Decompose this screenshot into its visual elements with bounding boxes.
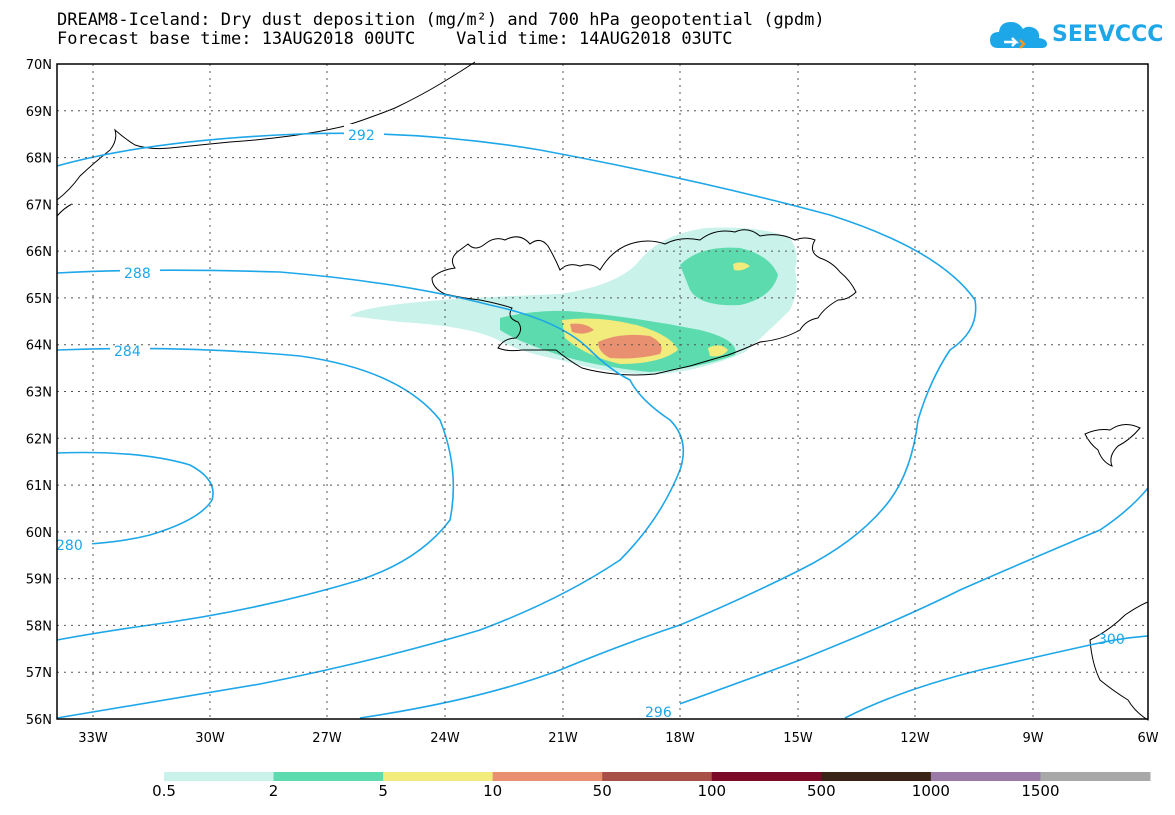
colorbar-swatch [492, 772, 603, 781]
greenland-coastline [56, 61, 476, 217]
contour-300 [844, 635, 1149, 719]
lon-label: 12W [900, 731, 930, 746]
colorbar-label: 5 [378, 782, 388, 800]
latitude-labels: 70N 69N 68N 67N 66N 65N 64N 63N 62N 61N 60N 59N 58N 5… [26, 58, 52, 728]
scotland-coastline [1089, 601, 1149, 721]
map-title: DREAM8-Iceland: Dry dust deposition (mg/… [57, 10, 825, 30]
colorbar-label: 10 [483, 782, 503, 800]
colorbar-label: 2 [268, 782, 279, 800]
longitude-labels: 33W 30W 27W 24W 21W 18W 15W 12W 9W 6W [78, 731, 1158, 746]
lat-label: 67N [26, 198, 52, 213]
colorbar [164, 772, 1151, 781]
lat-label: 62N [26, 432, 52, 447]
cloud-icon [990, 22, 1047, 49]
lat-label: 61N [26, 479, 52, 494]
dust-shading [350, 227, 797, 375]
colorbar-swatch [602, 772, 713, 781]
contour-296 [639, 487, 1149, 719]
dust-area-10 [598, 334, 662, 359]
lat-label: 56N [26, 713, 52, 728]
contour-label-288: 288 [124, 266, 151, 282]
lat-label: 69N [26, 105, 52, 120]
colorbar-label: 1000 [911, 782, 950, 800]
colorbar-swatch [273, 772, 384, 781]
colorbar-label: 500 [807, 782, 836, 800]
colorbar-label: 0.5 [152, 782, 176, 800]
dust-area-10-b [570, 323, 594, 334]
colorbar-swatch [383, 772, 494, 781]
lon-label: 27W [312, 731, 342, 746]
lon-label: 30W [195, 731, 225, 746]
colorbar-label: 100 [697, 782, 727, 800]
colorbar-swatch [711, 772, 822, 781]
lat-label: 58N [26, 619, 52, 634]
iceland-coastline [431, 229, 857, 376]
lon-label: 6W [1137, 731, 1158, 746]
contour-292 [56, 132, 977, 719]
contour-288 [56, 269, 685, 719]
colorbar-swatch [821, 772, 932, 781]
lat-label: 60N [26, 526, 52, 541]
map-subtitle-times: Forecast base time: 13AUG2018 00UTC Vali… [57, 29, 733, 49]
contour-label-292: 292 [348, 128, 375, 144]
lat-label: 63N [26, 386, 52, 401]
contour-label-280: 280 [56, 538, 83, 554]
lat-label: 70N [26, 58, 52, 73]
lat-label: 65N [26, 292, 52, 307]
lat-label: 68N [26, 152, 52, 167]
lon-label: 18W [665, 731, 695, 746]
geopotential-contours [56, 132, 1149, 719]
colorbar-label: 1500 [1021, 782, 1060, 800]
contour-label-296: 296 [645, 705, 672, 721]
colorbar-swatch [164, 772, 275, 781]
dust-area-5-c [733, 262, 750, 271]
lat-label: 59N [26, 573, 52, 588]
colorbar-label: 50 [592, 782, 612, 800]
lat-label: 64N [26, 339, 52, 354]
contour-280 [56, 451, 214, 546]
contour-label-284: 284 [114, 344, 141, 360]
contour-284 [56, 347, 455, 641]
lat-label: 57N [26, 666, 52, 681]
faroe-coastline [1084, 424, 1141, 467]
lon-label: 15W [783, 731, 813, 746]
dust-area-2-north [680, 247, 778, 306]
contour-label-300: 300 [1098, 632, 1125, 648]
lat-label: 66N [26, 245, 52, 260]
colorbar-swatch [930, 772, 1041, 781]
lon-label: 24W [430, 731, 460, 746]
lon-label: 9W [1022, 731, 1043, 746]
seevccc-logo-text: SEEVCCC [1052, 22, 1164, 47]
lon-label: 21W [548, 731, 578, 746]
map-frame [56, 63, 1149, 720]
colorbar-swatch [1040, 772, 1151, 781]
lon-label: 33W [78, 731, 108, 746]
dust-area-5-b [708, 345, 728, 357]
